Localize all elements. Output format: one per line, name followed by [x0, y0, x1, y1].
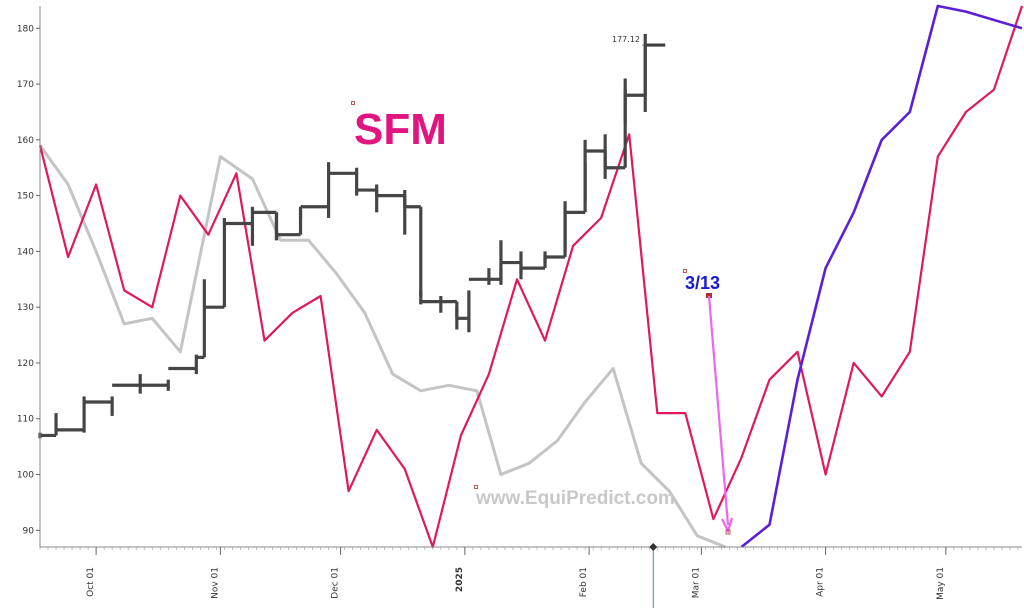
price-bars [38, 33, 666, 439]
chart-title: SFM [354, 105, 447, 154]
y-tick-label: 90 [23, 526, 35, 536]
y-tick-label: 140 [17, 247, 34, 257]
x-tick-label: Dec 01 [331, 567, 341, 599]
price-bar [326, 162, 357, 218]
y-tick-label: 160 [17, 136, 34, 146]
price-bar [543, 212, 567, 263]
y-tick-label: 110 [17, 415, 34, 425]
annotation-target [725, 529, 731, 535]
red-series-line [38, 5, 1024, 549]
price-bar [298, 205, 329, 218]
x-tick-label: Apr 01 [816, 567, 826, 597]
price-bar [375, 184, 407, 213]
y-tick-label: 130 [17, 303, 34, 313]
price-bar [202, 279, 225, 358]
x-tick-label: 2025 [455, 567, 465, 592]
y-tick-label: 150 [17, 192, 34, 202]
annotation-arrow [707, 295, 730, 526]
x-tick-label: Mar 01 [691, 567, 701, 598]
marker-square [351, 101, 355, 105]
y-tick-label: 170 [17, 80, 34, 90]
y-tick-label: 120 [17, 359, 34, 369]
price-bar [110, 383, 141, 416]
series-layer [38, 4, 1024, 549]
marker-square [474, 485, 478, 489]
price-bar [499, 240, 523, 285]
y-tick-label: 100 [17, 470, 34, 480]
price-bar [194, 354, 205, 375]
x-tick-label: May 01 [936, 567, 946, 600]
watermark: www.EquiPredict.com [475, 488, 675, 509]
price-bar [467, 277, 489, 333]
x-tick-label: Feb 01 [579, 567, 589, 597]
price-bar [623, 45, 647, 124]
y-tick-label: 180 [17, 24, 34, 34]
price-bar [403, 190, 423, 297]
price-bar [519, 251, 547, 280]
gray-series-line [38, 144, 726, 549]
current-date-marker [649, 543, 658, 551]
price-bar [487, 268, 503, 285]
marker-square [683, 269, 687, 273]
price-bar [38, 432, 57, 439]
price-bar [603, 89, 627, 179]
axes: 90 100 110 120 130 140 150 160 170 180 Oct 01 Nov 0… [17, 6, 1022, 608]
projection-line [740, 4, 1023, 549]
price-bar [455, 307, 469, 330]
x-tick-label: Nov 01 [210, 567, 220, 599]
x-tick-label: Oct 01 [86, 567, 96, 597]
price-bar [355, 167, 379, 196]
price-bar [82, 396, 113, 433]
annotation-arrowhead [721, 517, 734, 534]
price-bar [419, 290, 441, 305]
price-bar [643, 33, 666, 112]
price-bar [54, 413, 85, 436]
price-bar [222, 217, 253, 308]
annotation-label: 3/13 [685, 273, 720, 293]
price-bar [138, 374, 169, 394]
annotation-anchor [706, 293, 712, 298]
price-bar [439, 296, 459, 319]
price-bar [166, 366, 197, 391]
last-price-label: 177.12 [612, 35, 640, 44]
price-bar [274, 212, 303, 241]
price-bar [583, 139, 607, 202]
